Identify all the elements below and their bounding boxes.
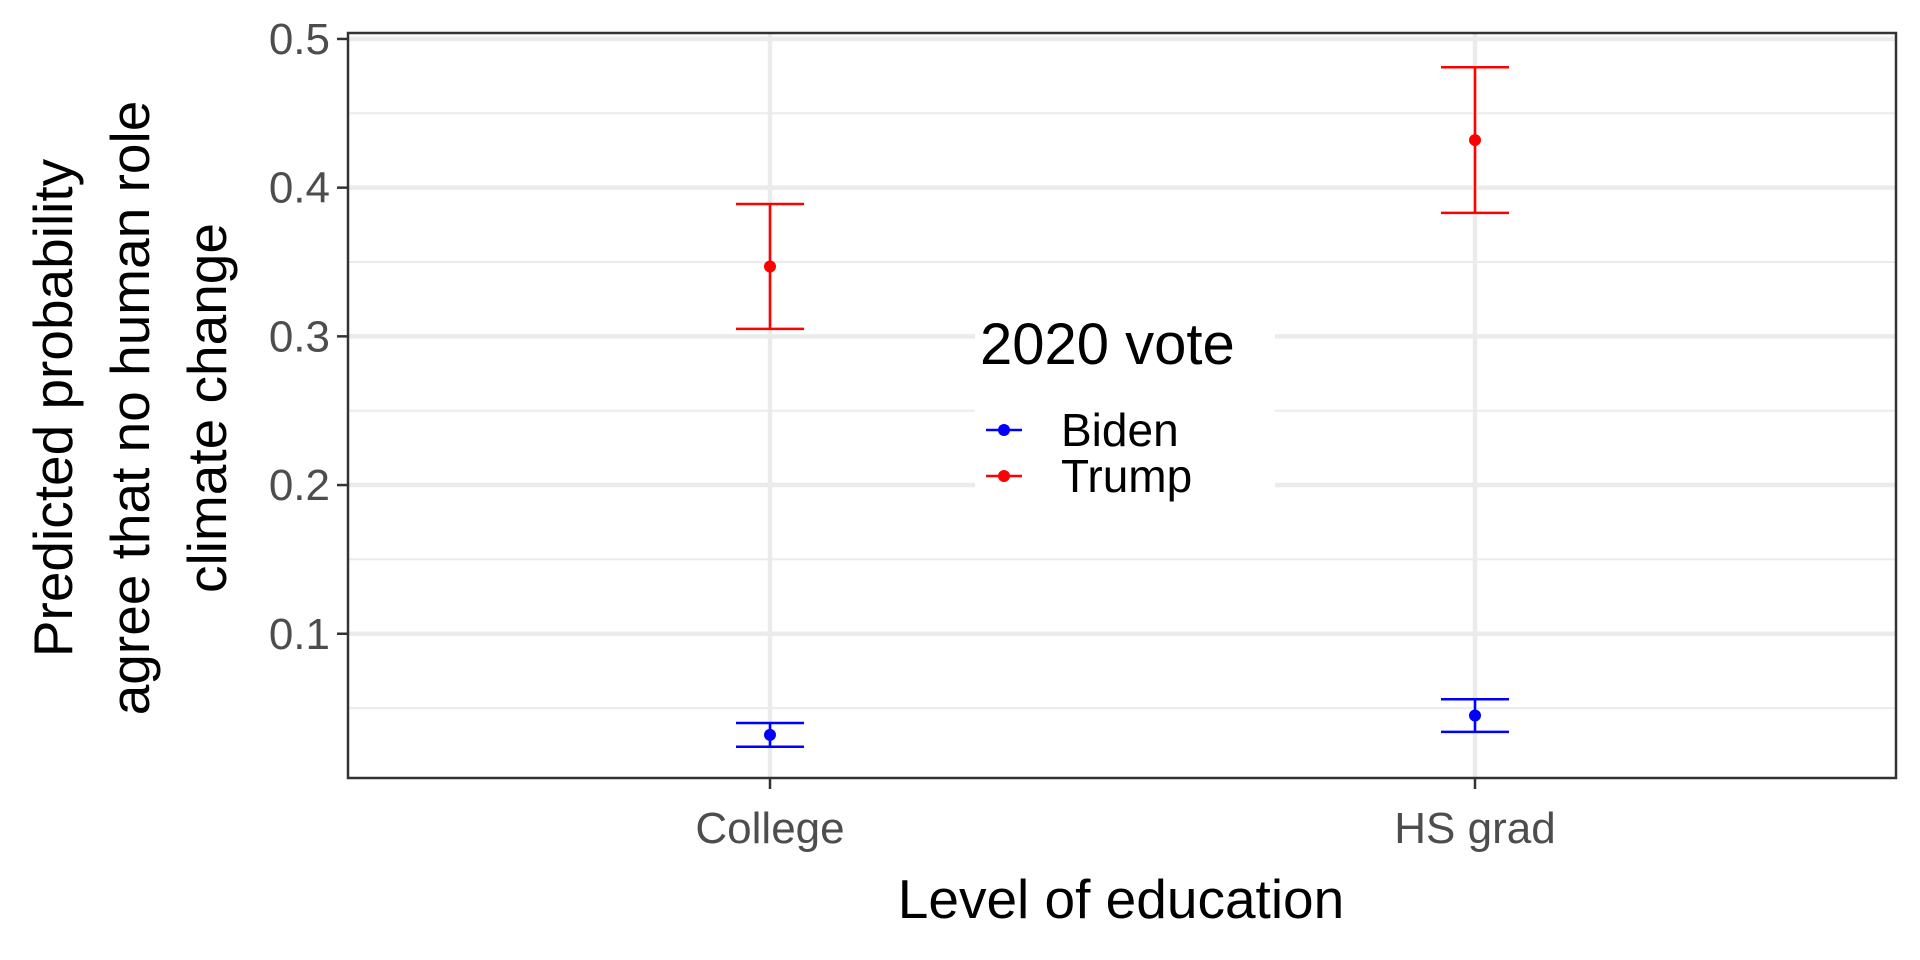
- y-tick-label: 0.4: [269, 164, 330, 213]
- legend-item-biden: Biden: [986, 404, 1179, 456]
- x-tick-label: College: [695, 804, 844, 853]
- legend-item-trump: Trump: [986, 450, 1192, 502]
- y-tick-label: 0.2: [269, 461, 330, 510]
- x-tick-label: HS grad: [1394, 804, 1555, 853]
- legend-background: [975, 310, 1275, 496]
- series: [736, 65, 1509, 749]
- point-trump: [764, 260, 776, 273]
- x-axis-title: Level of education: [898, 868, 1344, 930]
- legend-key-point: [998, 424, 1010, 436]
- point-biden: [764, 728, 776, 741]
- point-biden: [1469, 709, 1481, 722]
- y-axis-title-line-1: Predicted probability: [22, 158, 84, 657]
- series-trump: [736, 65, 1509, 331]
- y-tick-label: 0.3: [269, 312, 330, 361]
- legend-label: Biden: [1061, 404, 1179, 456]
- axes: 0.1 0.2 0.3 0.4 0.5 College HS grad: [269, 15, 1556, 853]
- y-tick-label: 0.1: [269, 610, 330, 659]
- y-axis-title-line-3: climate change: [176, 223, 238, 593]
- series-biden: [736, 697, 1509, 749]
- y-tick-label: 0.5: [269, 15, 330, 64]
- point-trump: [1469, 134, 1481, 147]
- y-axis-title: Predicted probability agree that no huma…: [22, 101, 238, 716]
- panel-border: [346, 31, 1898, 780]
- legend-label: Trump: [1061, 450, 1192, 502]
- legend-key-point: [998, 470, 1010, 482]
- y-axis-title-line-2: agree that no human role: [99, 101, 161, 716]
- legend-title: 2020 vote: [980, 312, 1235, 377]
